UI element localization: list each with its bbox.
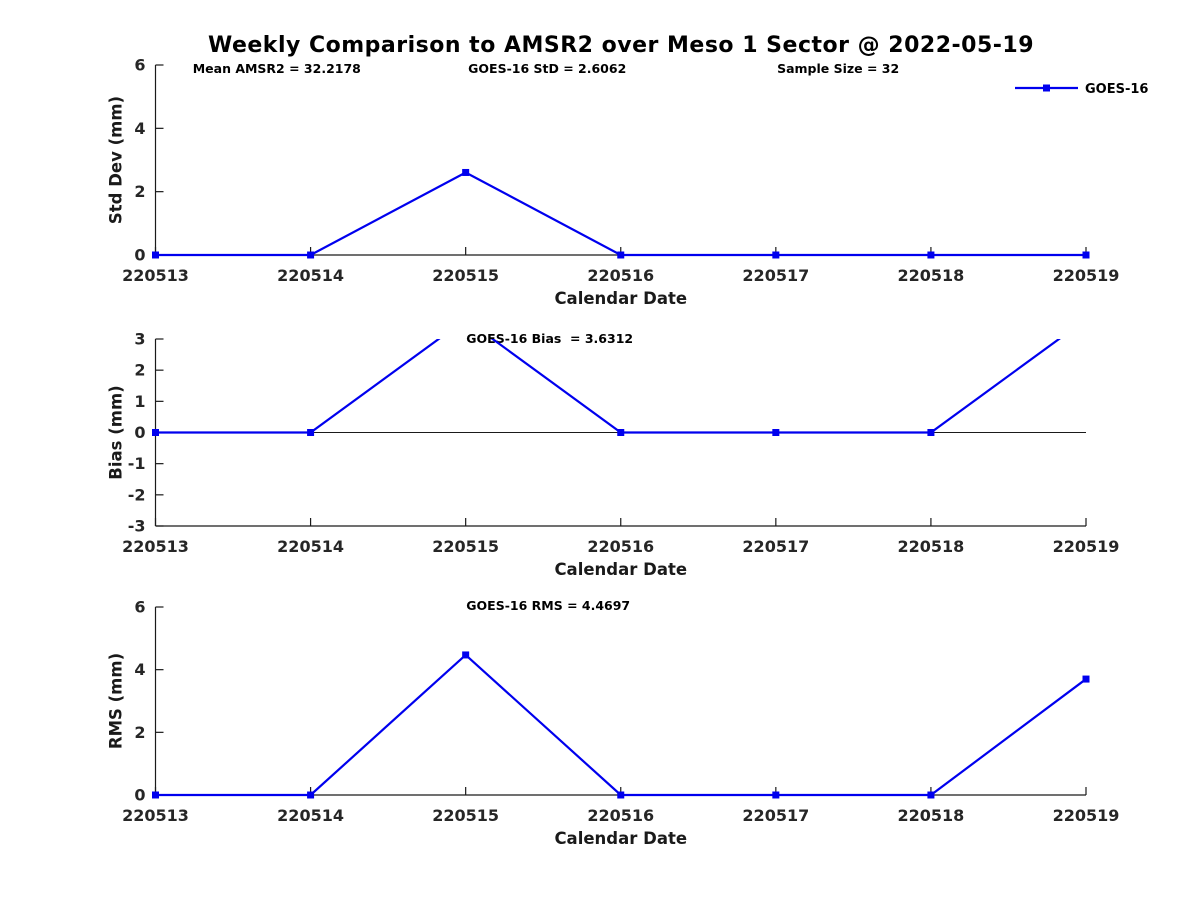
y-tick-label: 6 (134, 598, 145, 617)
x-tick-label: 220517 (742, 537, 809, 556)
data-point-marker (772, 251, 780, 259)
data-point-marker (927, 429, 935, 436)
x-tick-label: 220516 (587, 537, 654, 556)
x-tick-label: 220516 (587, 806, 654, 825)
stat-annotation: GOES-16 RMS = 4.4697 (466, 598, 630, 613)
subplots-group: 0 2 4 6 220513 220514 220515 220516 220517 220518… (107, 56, 1149, 849)
data-point-marker (462, 168, 470, 176)
x-tick-label: 220513 (122, 537, 189, 556)
data-point-marker (307, 791, 315, 799)
series-line (155, 653, 1087, 797)
series-goes-16 (152, 316, 1090, 436)
x-tick-label: 220518 (898, 537, 965, 556)
y-tick-label: 0 (134, 246, 145, 265)
y-tick-label: 2 (134, 361, 145, 380)
y-tick-label: 6 (134, 56, 145, 75)
x-tick-label: 220515 (432, 537, 499, 556)
data-point-marker (152, 791, 159, 799)
x-axis-label: Calendar Date (554, 829, 687, 848)
data-point-marker (1082, 675, 1090, 683)
data-point-marker (772, 791, 780, 799)
stat-annotation: Sample Size = 32 (777, 61, 899, 76)
x-tick-label: 220514 (277, 266, 344, 285)
x-axis-label: Calendar Date (554, 560, 687, 579)
y-axis-label: RMS (mm) (107, 653, 126, 749)
y-tick-label: -3 (128, 517, 146, 536)
y-tick-label: 2 (134, 723, 145, 742)
data-point-marker (462, 651, 470, 659)
data-point-marker (772, 429, 780, 436)
chart-title: Weekly Comparison to AMSR2 over Meso 1 S… (208, 33, 1034, 58)
stat-annotation: Mean AMSR2 = 32.2178 (193, 61, 361, 76)
data-point-marker (1082, 251, 1090, 259)
x-tick-label: 220517 (742, 266, 809, 285)
data-point-marker (307, 429, 315, 436)
data-point-marker (1083, 316, 1090, 323)
legend-label: GOES-16 (1085, 82, 1148, 97)
stat-annotation: GOES-16 Bias = 3.6312 (466, 331, 633, 346)
data-point-marker (307, 251, 315, 259)
data-point-marker (462, 316, 469, 323)
y-tick-label: 0 (134, 786, 145, 805)
x-tick-label: 220515 (432, 266, 499, 285)
x-tick-label: 220519 (1053, 537, 1120, 556)
y-tick-label: 1 (134, 392, 145, 411)
y-tick-label: 4 (134, 119, 145, 138)
legend: GOES-16 (1015, 82, 1148, 97)
legend-marker (1043, 84, 1050, 92)
x-tick-label: 220513 (122, 806, 189, 825)
x-tick-label: 220516 (587, 266, 654, 285)
data-point-marker (617, 791, 625, 799)
rms-subplot: 0 2 4 6 220513 220514 220515 220516 220517 220518… (107, 598, 1120, 849)
data-point-marker (927, 251, 935, 259)
y-tick-label: 2 (134, 182, 145, 201)
data-point-marker (617, 429, 625, 436)
data-point-marker (152, 251, 159, 259)
series-goes-16 (152, 651, 1090, 799)
y-tick-label: 0 (134, 423, 145, 442)
y-tick-label: 4 (134, 660, 145, 679)
x-tick-label: 220514 (277, 806, 344, 825)
y-axis-label: Bias (mm) (107, 385, 126, 479)
data-point-marker (152, 429, 159, 436)
x-tick-label: 220515 (432, 806, 499, 825)
x-tick-label: 220518 (898, 266, 965, 285)
x-tick-label: 220513 (122, 266, 189, 285)
y-tick-label: -2 (128, 485, 146, 504)
std-dev-subplot: 0 2 4 6 220513 220514 220515 220516 220517 220518… (107, 56, 1149, 309)
y-tick-label: 3 (134, 330, 145, 349)
stat-annotation: GOES-16 StD = 2.6062 (468, 61, 626, 76)
x-tick-label: 220518 (898, 806, 965, 825)
x-tick-label: 220517 (742, 806, 809, 825)
x-axis-label: Calendar Date (554, 289, 687, 308)
x-tick-label: 220519 (1053, 806, 1120, 825)
data-point-marker (927, 791, 935, 799)
series-line (155, 171, 1086, 257)
x-tick-label: 220519 (1053, 266, 1120, 285)
x-tick-label: 220514 (277, 537, 344, 556)
y-axis-label: Std Dev (mm) (107, 96, 126, 224)
series-goes-16 (152, 168, 1090, 259)
data-point-marker (617, 251, 625, 259)
y-tick-label: -1 (128, 454, 146, 473)
